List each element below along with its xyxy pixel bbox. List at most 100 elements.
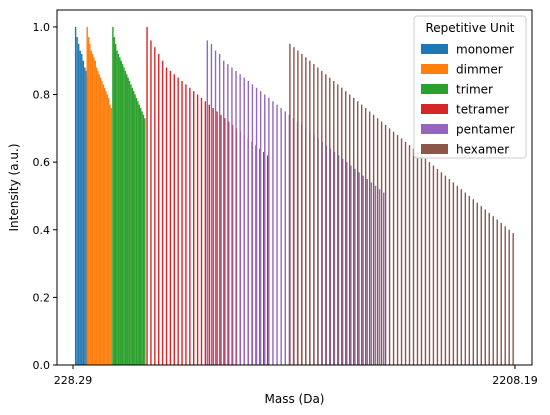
bar-dimmer — [93, 57, 95, 365]
bar-hexamer — [440, 172, 443, 365]
bar-tetramer — [161, 60, 164, 366]
bar-hexamer — [456, 185, 459, 365]
bar-pentamer — [268, 97, 270, 366]
bar-tetramer — [173, 74, 175, 366]
legend-swatch-monomer — [421, 44, 448, 54]
bar-trimer — [137, 101, 139, 365]
bar-hexamer — [476, 202, 478, 365]
bar-tetramer — [216, 111, 218, 366]
bar-hexamer — [353, 97, 355, 366]
bar-hexamer — [472, 199, 475, 365]
y-tick-label: 0.8 — [33, 89, 51, 102]
bar-tetramer — [177, 77, 179, 366]
bar-hexamer — [364, 108, 367, 366]
bar-tetramer — [266, 155, 269, 365]
bar-dimmer — [89, 43, 91, 366]
bar-pentamer — [264, 94, 266, 366]
bar-pentamer — [247, 81, 250, 365]
bar-hexamer — [301, 53, 303, 365]
bar-pentamer — [235, 70, 237, 366]
bar-dimmer — [95, 67, 98, 365]
bar-hexamer — [376, 118, 379, 365]
bar-trimer — [120, 60, 122, 366]
bar-pentamer — [366, 179, 368, 365]
bar-pentamer — [251, 84, 254, 365]
bar-hexamer — [325, 74, 327, 366]
legend-swatch-hexamer — [421, 144, 448, 154]
bar-hexamer — [432, 165, 435, 365]
bar-hexamer — [484, 209, 486, 365]
bar-trimer — [133, 91, 135, 365]
legend-label-monomer: monomer — [456, 43, 514, 57]
bar-dimmer — [86, 26, 88, 366]
bar-pentamer — [358, 172, 360, 365]
bar-hexamer — [289, 43, 291, 366]
bar-hexamer — [297, 50, 299, 365]
bar-tetramer — [224, 118, 226, 365]
x-tick-label: 2208.19 — [492, 374, 538, 387]
bar-trimer — [119, 57, 121, 365]
bar-hexamer — [504, 226, 506, 365]
bar-hexamer — [480, 206, 482, 365]
bar-pentamer — [378, 189, 381, 365]
y-tick-label: 1.0 — [33, 21, 51, 34]
bar-hexamer — [317, 67, 319, 365]
bar-pentamer — [341, 158, 344, 365]
bar-hexamer — [428, 162, 431, 365]
bar-monomer — [76, 37, 78, 366]
bar-tetramer — [165, 67, 168, 365]
bar-hexamer — [492, 216, 494, 365]
legend: Repetitive Unit monomer dimmer trimer tetram… — [413, 15, 527, 159]
bar-pentamer — [255, 87, 258, 365]
y-tick-label: 0.4 — [33, 224, 51, 237]
bar-pentamer — [259, 91, 262, 365]
bar-trimer — [117, 53, 120, 365]
bar-hexamer — [448, 179, 451, 365]
bar-dimmer — [87, 37, 90, 366]
bar-hexamer — [384, 124, 387, 365]
bar-hexamer — [333, 81, 335, 365]
legend-swatch-pentamer — [421, 124, 448, 134]
bar-dimmer — [90, 50, 92, 365]
bar-hexamer — [329, 77, 331, 366]
bar-dimmer — [94, 60, 96, 366]
bar-hexamer — [337, 84, 339, 365]
bar-monomer — [84, 67, 86, 365]
bar-hexamer — [309, 60, 311, 366]
legend-swatch-trimer — [421, 84, 448, 94]
bar-hexamer — [388, 128, 391, 365]
bar-trimer — [113, 37, 115, 366]
bar-trimer — [131, 87, 134, 365]
bar-pentamer — [362, 175, 364, 365]
bar-monomer — [82, 60, 84, 366]
bar-hexamer — [420, 155, 423, 365]
bar-hexamer — [313, 64, 315, 365]
bar-pentamer — [374, 185, 377, 365]
bar-hexamer — [396, 135, 399, 365]
bar-hexamer — [512, 233, 514, 365]
bar-dimmer — [98, 74, 100, 366]
bar-dimmer — [106, 94, 109, 366]
bar-trimer — [135, 97, 138, 366]
bar-tetramer — [169, 70, 172, 366]
bar-pentamer — [284, 111, 286, 366]
bar-pentamer — [243, 77, 245, 366]
bar-trimer — [130, 84, 132, 365]
bar-tetramer — [263, 152, 265, 365]
y-axis-label: Intensity (a.u.) — [7, 144, 21, 232]
bar-pentamer — [354, 168, 356, 365]
bar-tetramer — [181, 81, 183, 365]
bars-layer — [74, 26, 514, 366]
legend-swatch-tetramer — [421, 104, 448, 114]
bar-tetramer — [220, 114, 222, 365]
bar-tetramer — [150, 40, 152, 366]
bar-trimer — [134, 94, 136, 366]
bar-pentamer — [239, 74, 241, 366]
bar-dimmer — [91, 53, 94, 365]
bar-pentamer — [206, 40, 209, 366]
bar-hexamer — [392, 131, 395, 365]
bar-tetramer — [259, 148, 261, 365]
bar-dimmer — [101, 81, 103, 365]
bar-pentamer — [276, 104, 278, 366]
bar-trimer — [112, 26, 114, 366]
